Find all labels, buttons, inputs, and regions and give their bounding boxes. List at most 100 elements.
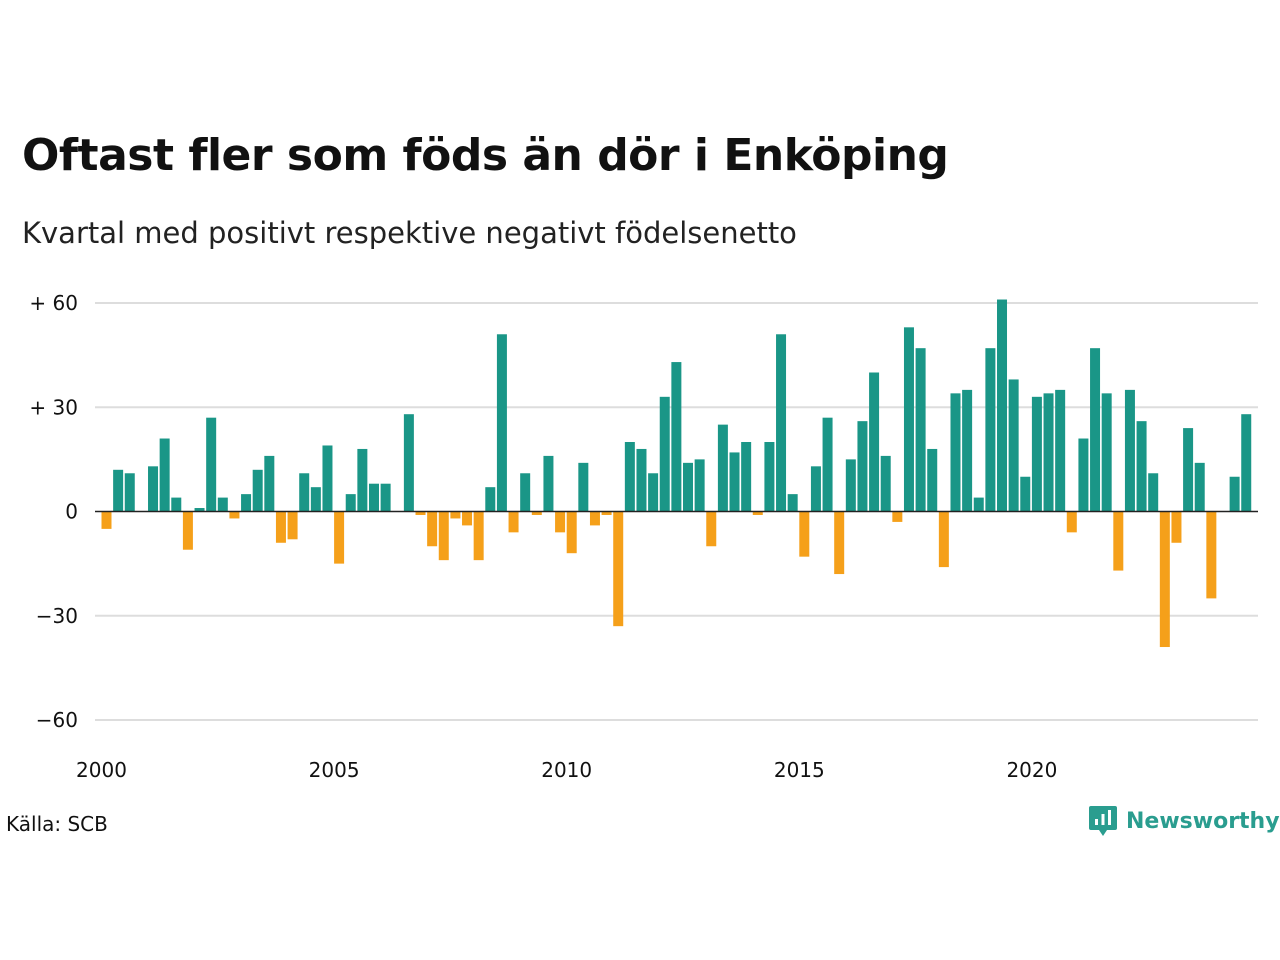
- bar-positive: [764, 442, 775, 512]
- bar-negative: [752, 511, 763, 515]
- bar-positive: [636, 448, 647, 512]
- bar-negative: [566, 511, 577, 554]
- brand-name: Newsworthy: [1126, 808, 1280, 834]
- bar-negative: [450, 511, 461, 519]
- y-axis-labels: + 60 + 30 0 −30 −60: [29, 291, 78, 732]
- bar-positive: [1194, 462, 1205, 512]
- bar-positive: [1241, 414, 1252, 512]
- chart-title: Oftast fler som föds än dör i Enköping: [22, 130, 949, 181]
- bar-negative: [508, 511, 519, 533]
- bar-negative: [938, 511, 949, 568]
- bar-positive: [1055, 389, 1066, 512]
- bar-negative: [799, 511, 810, 557]
- bar-positive: [217, 497, 228, 512]
- bar-negative: [555, 511, 566, 533]
- bar-positive: [787, 494, 798, 512]
- bar-positive: [624, 442, 635, 512]
- bar-positive: [1183, 428, 1194, 512]
- bar-negative: [892, 511, 903, 522]
- bar-negative: [275, 511, 286, 543]
- bar-positive: [915, 348, 926, 512]
- bar-negative: [1206, 511, 1217, 599]
- y-tick-label: −30: [36, 604, 78, 628]
- bar-positive: [1148, 473, 1159, 512]
- bars: [101, 299, 1252, 648]
- bar-negative: [589, 511, 600, 526]
- bar-positive: [985, 348, 996, 512]
- bar-negative: [462, 511, 473, 526]
- chart-subtitle: Kvartal med positivt respektive negativt…: [22, 216, 797, 250]
- bar-negative: [1159, 511, 1170, 648]
- bar-positive: [1124, 389, 1135, 512]
- bar-positive: [950, 393, 961, 512]
- bar-positive: [671, 362, 682, 512]
- bar-positive: [880, 455, 891, 512]
- bar-negative: [706, 511, 717, 547]
- y-tick-label: −60: [36, 708, 78, 732]
- bar-positive: [345, 494, 356, 512]
- source-note: Källa: SCB: [6, 812, 108, 836]
- bar-negative: [834, 511, 845, 575]
- bar-negative: [1113, 511, 1124, 571]
- x-tick-label: 2010: [541, 758, 592, 782]
- bar-positive: [357, 448, 368, 512]
- bar-positive: [717, 424, 728, 512]
- bar-positive: [403, 414, 414, 512]
- bar-negative: [1171, 511, 1182, 543]
- bar-positive: [659, 396, 670, 512]
- bar-positive: [299, 473, 310, 512]
- bar-negative: [531, 511, 542, 515]
- bar-positive: [148, 466, 159, 512]
- bar-positive: [741, 442, 752, 512]
- bar-negative: [438, 511, 449, 561]
- newsworthy-icon: [1089, 806, 1117, 836]
- bar-positive: [973, 497, 984, 512]
- bar-positive: [206, 417, 217, 512]
- bar-positive: [1229, 476, 1240, 512]
- bar-positive: [380, 483, 391, 512]
- bar-positive: [845, 459, 856, 512]
- bar-positive: [997, 299, 1008, 512]
- bar-positive: [578, 462, 589, 512]
- bar-positive: [927, 448, 938, 512]
- bar-negative: [473, 511, 484, 561]
- bar-positive: [520, 473, 531, 512]
- bar-positive: [869, 372, 880, 512]
- bar-negative: [182, 511, 193, 550]
- bar-positive: [124, 473, 135, 512]
- bar-positive: [729, 452, 740, 512]
- bar-positive: [252, 469, 263, 512]
- bar-negative: [101, 511, 112, 529]
- bar-positive: [264, 455, 275, 512]
- x-axis-labels: 2000 2005 2010 2015 2020: [76, 758, 1057, 782]
- bar-positive: [241, 494, 252, 512]
- bar-positive: [171, 497, 182, 512]
- x-tick-label: 2020: [1006, 758, 1057, 782]
- x-tick-label: 2005: [309, 758, 360, 782]
- bar-negative: [415, 511, 426, 515]
- bar-negative: [1066, 511, 1077, 533]
- bar-positive: [485, 487, 496, 512]
- bar-positive: [159, 438, 170, 512]
- bar-positive: [1101, 393, 1112, 512]
- bar-positive: [1078, 438, 1089, 512]
- bar-negative: [427, 511, 438, 547]
- brand-logo: Newsworthy: [1088, 804, 1280, 838]
- bar-positive: [857, 421, 868, 512]
- x-tick-label: 2000: [76, 758, 127, 782]
- bar-positive: [683, 462, 693, 512]
- y-tick-label: + 60: [29, 291, 78, 315]
- bar-positive: [496, 334, 507, 512]
- bar-positive: [1136, 421, 1147, 512]
- bar-positive: [810, 466, 821, 512]
- y-tick-label: + 30: [29, 395, 78, 419]
- bar-positive: [543, 455, 554, 512]
- bar-negative: [601, 511, 612, 515]
- x-tick-label: 2015: [774, 758, 825, 782]
- bar-positive: [648, 473, 659, 512]
- bar-positive: [194, 508, 205, 512]
- bar-positive: [1090, 348, 1101, 512]
- bar-negative: [287, 511, 298, 540]
- bar-negative: [229, 511, 240, 519]
